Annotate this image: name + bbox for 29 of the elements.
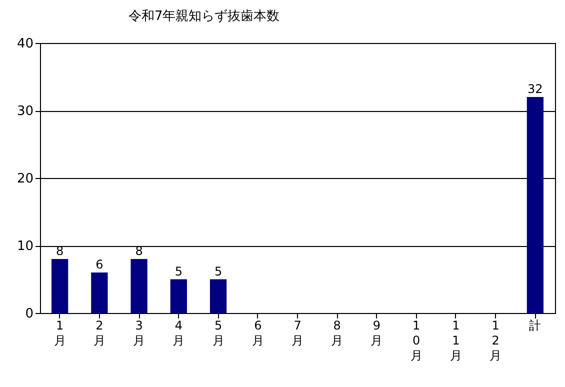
x-tick-label: 4月 <box>172 318 185 348</box>
y-tick-label: 40 <box>16 36 34 52</box>
data-label: 6 <box>96 258 104 272</box>
x-tick-label: 8月 <box>331 318 344 348</box>
bar <box>526 97 544 313</box>
data-label: 5 <box>214 264 222 278</box>
data-label: 32 <box>528 82 543 96</box>
y-tick-label: 0 <box>25 306 34 322</box>
x-tick-label: 7月 <box>292 318 304 348</box>
x-tick-label: 5月 <box>212 318 224 348</box>
bar <box>210 279 227 313</box>
x-tick-label: 1月 <box>54 318 66 348</box>
x-tick-label: 9月 <box>370 318 383 348</box>
bar <box>91 272 108 313</box>
x-tick-label: 2月 <box>93 318 106 348</box>
x-tick-label: 6月 <box>252 318 264 348</box>
y-tick-label: 20 <box>16 172 34 186</box>
x-tick-label: 11月 <box>450 318 462 362</box>
x-tick-label: 3月 <box>133 318 146 348</box>
bar <box>51 259 68 313</box>
bar <box>130 259 148 313</box>
bar <box>170 279 187 313</box>
y-tick-label: 30 <box>16 104 34 119</box>
chart-title: 令和7年親知らず抜歯本数 <box>128 9 280 24</box>
x-tick-label: 計 <box>529 318 542 332</box>
y-tick-label: 10 <box>16 239 34 254</box>
x-tick-label: 12月 <box>490 318 502 362</box>
data-label: 5 <box>174 264 182 278</box>
x-tick-label: 10月 <box>410 318 422 362</box>
